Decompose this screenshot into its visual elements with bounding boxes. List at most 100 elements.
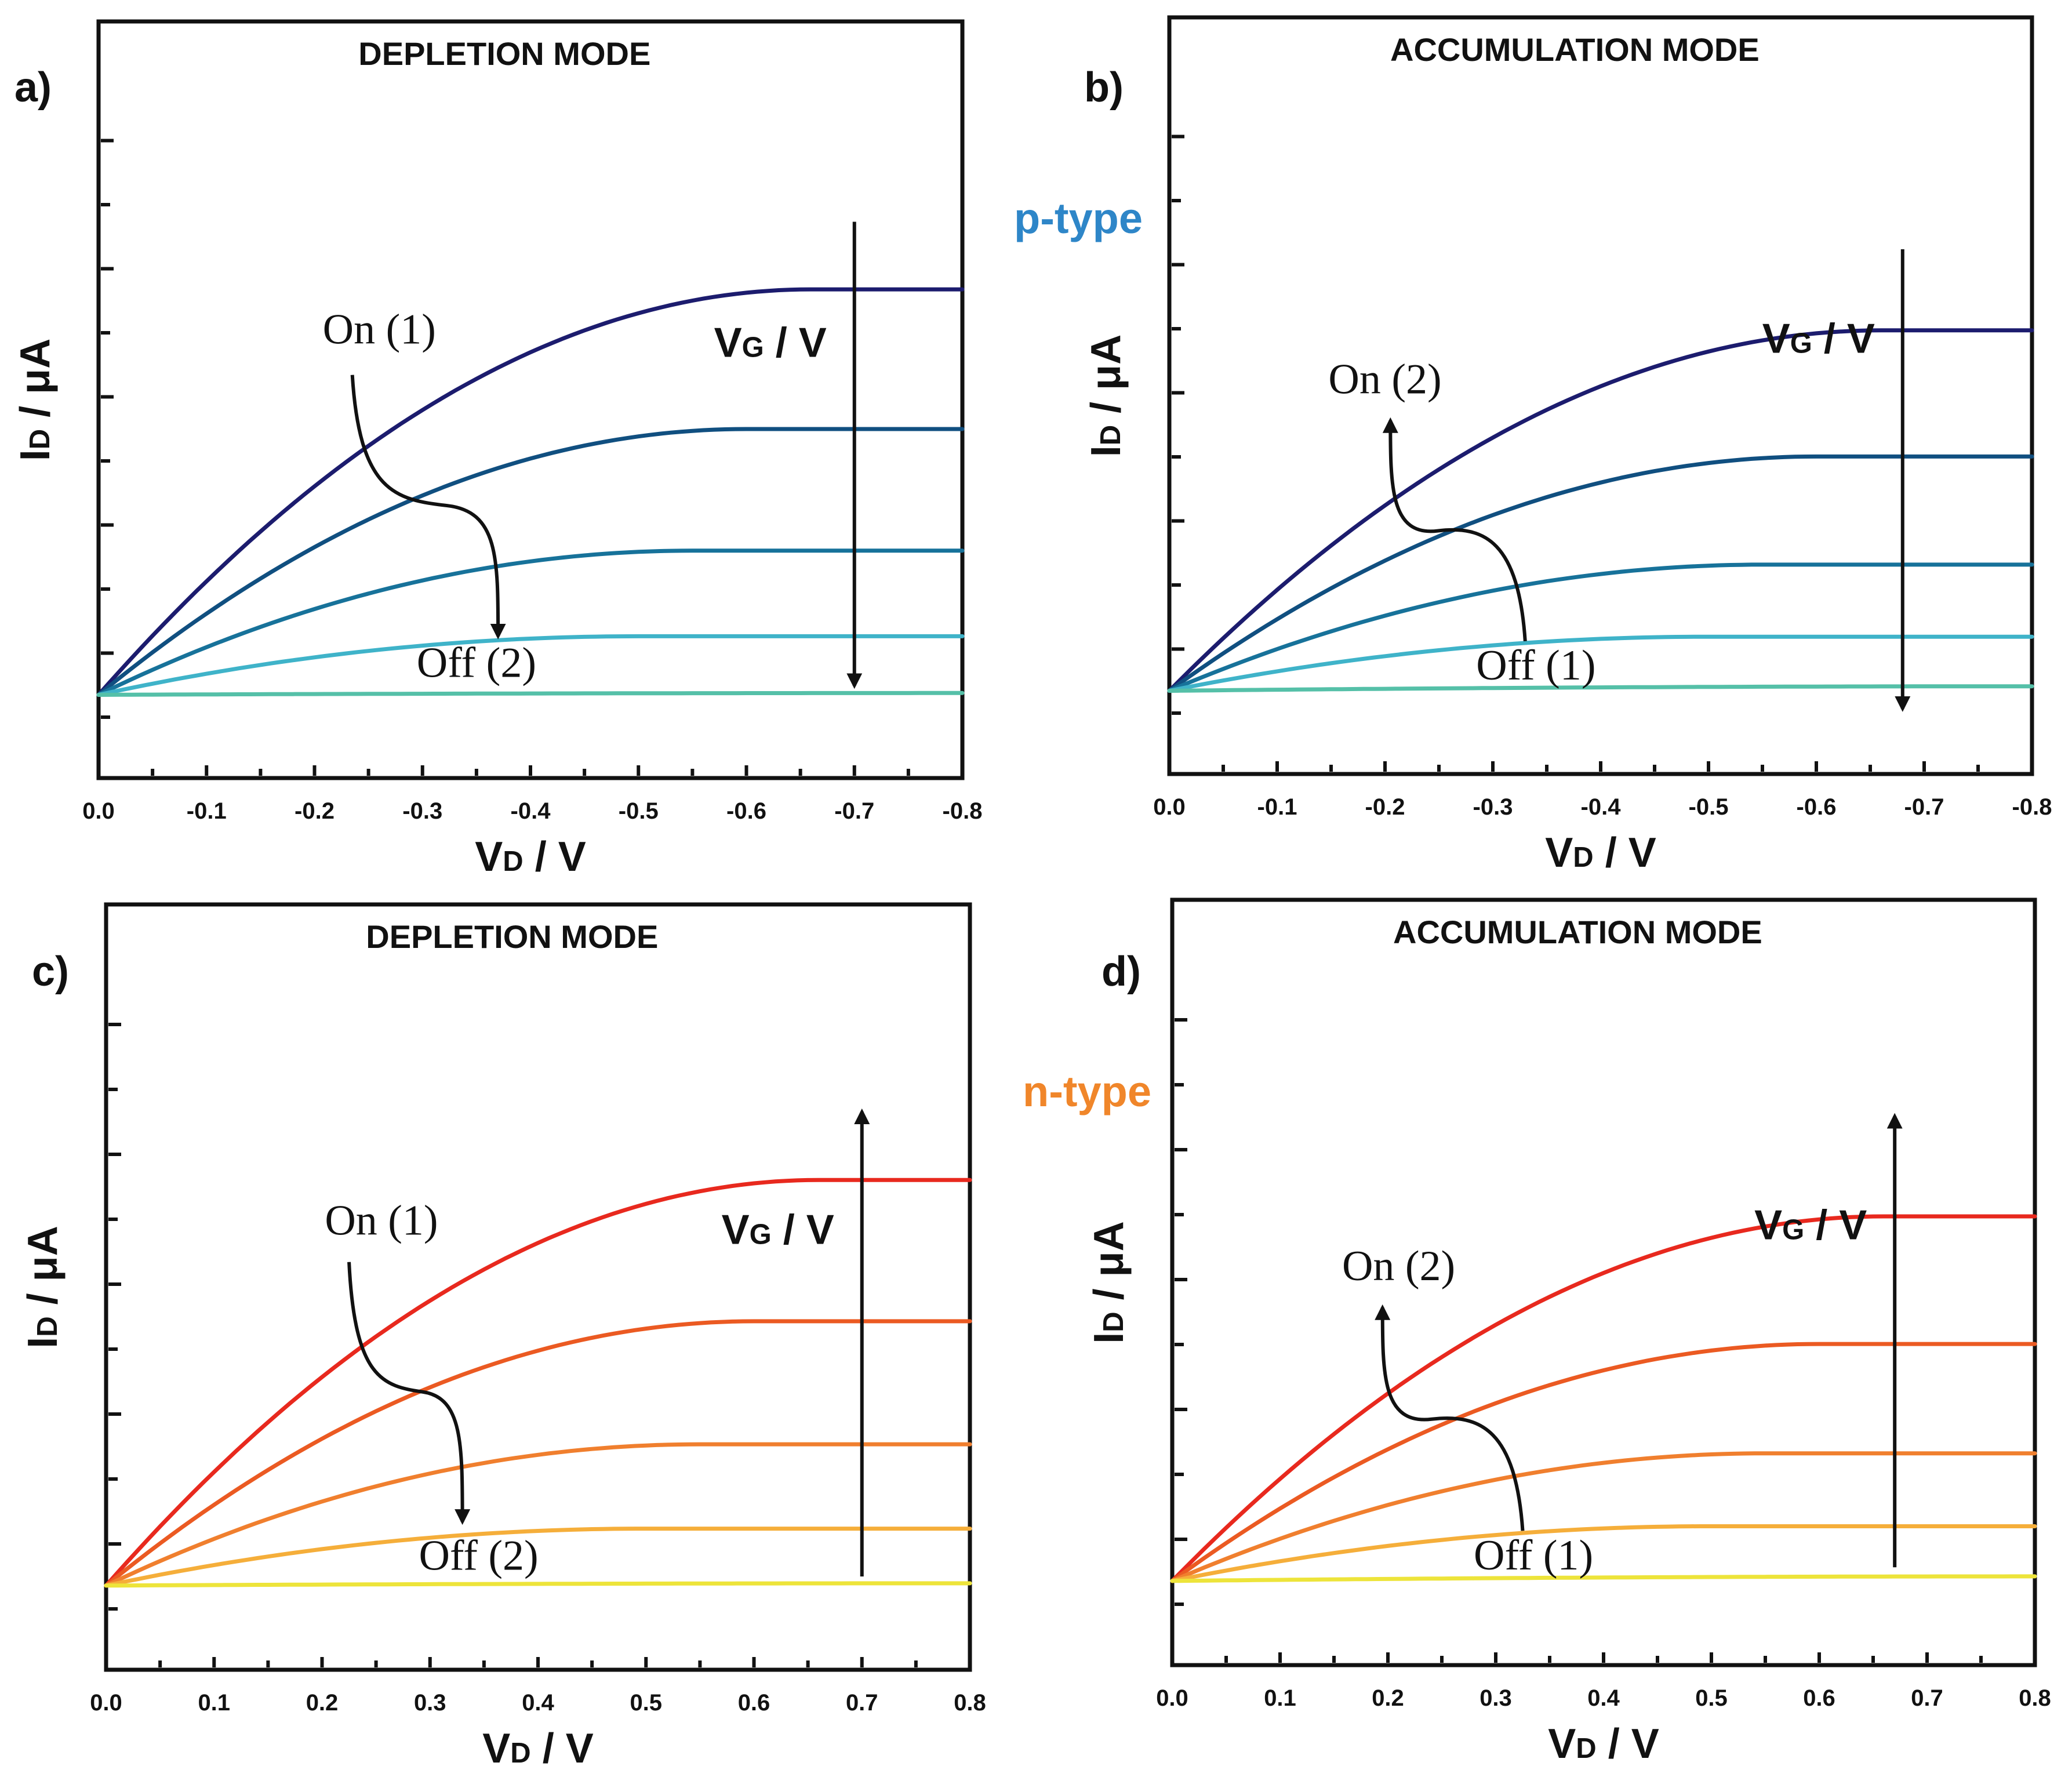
panel-label: c) <box>32 949 69 995</box>
series-line-3 <box>1167 562 2034 693</box>
x-axis-label-unit: / V <box>524 834 586 880</box>
gate-label: VG / V <box>1762 316 1875 362</box>
chart-title: ACCUMULATION MODE <box>1393 914 1762 950</box>
side-label-p-type: p-type <box>1014 194 1143 242</box>
x-axis-label-unit: / V <box>1594 830 1656 876</box>
series-line-2 <box>104 1319 972 1588</box>
gate-label-main: V <box>722 1207 750 1253</box>
y-axis-label-unit: / μA <box>20 1226 66 1316</box>
series-line-4 <box>1170 1524 2037 1583</box>
x-tick-label: 0.4 <box>1587 1685 1620 1711</box>
gate-label: VG / V <box>714 320 827 366</box>
x-axis-label-main: V <box>482 1725 510 1766</box>
x-tick-label: -0.5 <box>1689 794 1729 820</box>
series-line-5 <box>1167 684 2034 693</box>
series-line-5 <box>96 691 965 697</box>
x-tick-label: 0.0 <box>1156 1685 1188 1711</box>
gate-label-sub: G <box>1782 1214 1804 1245</box>
panel-label: d) <box>1102 949 1141 995</box>
x-axis-label-sub: D <box>1576 1733 1596 1764</box>
gate-label: VG / V <box>1754 1202 1867 1248</box>
gate-label: VG / V <box>722 1207 834 1253</box>
gate-label-main: V <box>714 320 742 366</box>
panel-label: b) <box>1084 64 1124 111</box>
y-axis-label-unit: / μA <box>1083 335 1129 425</box>
series-line-1 <box>1167 328 2034 693</box>
annotation-off: Off (2) <box>417 639 536 686</box>
series-line-4 <box>96 634 965 697</box>
x-axis-label: VD / V <box>1548 1721 1659 1766</box>
switch-arrow <box>347 1262 471 1525</box>
plot-frame <box>104 902 972 1672</box>
x-tick-label: 0.3 <box>1480 1685 1512 1711</box>
x-tick-label: 0.2 <box>1372 1685 1404 1711</box>
annotation-off: Off (2) <box>419 1532 538 1579</box>
y-axis-label-sub: D <box>1095 425 1126 445</box>
panels: a) DEPLETION MODE 0.0 -0.1 -0.2 -0.3 -0.4 -0.5 -… <box>12 15 2052 1766</box>
y-axis-label: ID / μA <box>12 339 59 461</box>
annotation-on: On (1) <box>323 306 436 353</box>
x-tick-label: -0.6 <box>1797 794 1837 820</box>
x-tick-label: 0.0 <box>1153 794 1186 820</box>
annotation-off: Off (1) <box>1474 1532 1593 1579</box>
plot-frame <box>1167 15 2034 776</box>
y-axis-label-main: I <box>20 1337 66 1349</box>
series-line-1 <box>96 287 965 697</box>
gate-label-sub: G <box>750 1219 772 1250</box>
y-axis-label-main: I <box>12 449 59 461</box>
x-tick-label: -0.8 <box>2012 794 2052 820</box>
x-tick-label: 0.0 <box>90 1690 122 1716</box>
x-axis-label-sub: D <box>503 846 523 877</box>
gate-label-main: V <box>1754 1202 1782 1248</box>
series-line-5 <box>1170 1574 2037 1583</box>
y-axis-label-unit: / μA <box>12 339 59 429</box>
x-tick-label: -0.2 <box>1365 794 1405 820</box>
x-tick-label: 0.5 <box>1695 1685 1728 1711</box>
series-line-4 <box>1167 634 2034 693</box>
y-axis-label-main: I <box>1086 1332 1132 1344</box>
gate-label-sub: G <box>742 332 764 364</box>
panel-2: b) ACCUMULATION MODE 0.0 -0.1 -0.2 -0.3 -0.4 -0… <box>1083 15 2052 876</box>
x-tick-label: 0.1 <box>1264 1685 1296 1711</box>
series-line-1 <box>104 1178 972 1588</box>
x-tick-label: 0.5 <box>630 1690 662 1716</box>
x-tick-label: -0.1 <box>187 798 227 824</box>
series-line-3 <box>96 548 965 697</box>
gate-label-main: V <box>1762 316 1790 362</box>
series-line-1 <box>1170 1214 2037 1583</box>
y-axis-label-sub: D <box>32 1316 63 1336</box>
x-tick-label: -0.3 <box>402 798 442 824</box>
series-line-2 <box>1167 454 2034 693</box>
panel-3: c) DEPLETION MODE 0.0 0.1 0.2 0.3 0.4 0.5 0.6 0.7… <box>20 902 986 1766</box>
x-tick-label: 0.2 <box>306 1690 339 1716</box>
x-tick-label: 0.7 <box>846 1690 878 1716</box>
chart-title: DEPLETION MODE <box>366 918 658 955</box>
y-axis-label: ID / μA <box>1086 1221 1132 1343</box>
x-tick-label: -0.4 <box>511 798 551 824</box>
chart-title: ACCUMULATION MODE <box>1390 31 1760 68</box>
annotation-on: On (2) <box>1328 356 1441 404</box>
switch-arrow <box>1375 1304 1525 1531</box>
x-axis-label-sub: D <box>510 1738 530 1766</box>
side-label-n-type: n-type <box>1023 1067 1151 1115</box>
series-line-3 <box>104 1442 972 1588</box>
switch-arrow <box>1382 417 1527 642</box>
x-axis-label-sub: D <box>1573 842 1593 873</box>
gate-label-unit: / V <box>764 320 827 366</box>
panel-1: a) DEPLETION MODE 0.0 -0.1 -0.2 -0.3 -0.4 -0.5 -… <box>12 19 982 880</box>
x-axis-label: VD / V <box>1545 830 1656 876</box>
x-tick-label: 0.0 <box>82 798 115 824</box>
x-tick-label: 0.7 <box>1911 1685 1943 1711</box>
chart-title: DEPLETION MODE <box>358 35 650 72</box>
x-tick-label: -0.1 <box>1257 794 1297 820</box>
x-tick-label: 0.1 <box>198 1690 230 1716</box>
series-line-4 <box>104 1527 972 1588</box>
gate-label-unit: / V <box>1812 316 1875 362</box>
switch-arrow <box>350 375 506 639</box>
y-axis-label: ID / μA <box>20 1226 66 1348</box>
y-axis-label-unit: / μA <box>1086 1221 1132 1311</box>
x-tick-label: 0.8 <box>2019 1685 2051 1711</box>
series-line-2 <box>96 427 965 697</box>
annotation-on: On (1) <box>325 1197 438 1245</box>
